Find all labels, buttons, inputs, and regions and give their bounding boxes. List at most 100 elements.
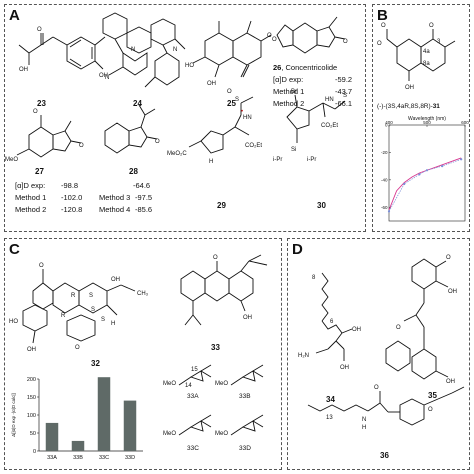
c31-8a-label: 8a [423,61,430,67]
ord-chart-frame [388,124,466,222]
compound-26-structure [276,16,346,54]
c26-rotation: [α]D exp: -59.2 [273,75,352,84]
c34-sub-6: 6 [330,319,334,325]
ord-y-tick-label: -60 [381,205,388,210]
c33-oh-label: OH [243,315,252,321]
c29-o-label: O [227,89,232,95]
c35-o-label: O [446,255,451,261]
ord-series-line [388,157,462,211]
c23-oh-label: OH [19,67,28,73]
c33d-meo-label: MeO [215,431,228,437]
c32-ch3-label: CH₃ [137,291,149,297]
c30-ipr-label: i-Pr [273,157,282,163]
c33b-meo-label: MeO [215,381,228,387]
c26-o2-label: O [343,39,348,45]
panel-b: B O O O OH 4a 3 8a (-)-(3S,4aR,8S,8R)-31… [372,4,470,232]
panel-a-letter: A [9,7,20,24]
ord-data-point [387,210,391,213]
compound-34-label: 34 [326,395,335,404]
c26-method-1: Method 1 -43.7 [273,87,353,96]
c27-o-label: O [33,109,38,115]
c30-s-label: S [343,93,347,99]
ord-data-point [403,182,406,186]
c26-method-2: Method 2 -66.1 [273,99,353,108]
compound-33a-structure [178,364,212,386]
c36-sub-13: 13 [326,415,333,421]
ord-data-point [441,165,444,168]
c33c-meo-label: MeO [163,431,176,437]
compound-31-caption: (-)-(3S,4aR,8S,8R)-31 [377,103,440,110]
bar-category-label: 33B [73,455,83,461]
compound-33c-label: 33C [187,445,199,452]
c27-rotation: [α]D exp: -98.8 [15,181,79,190]
compound-26-name: , Concentricolide [281,63,338,72]
c29-s-label: S [235,97,239,103]
ord-series-line [388,158,462,212]
compound-23-label: 23 [37,99,46,108]
c26-o-label: O [272,37,277,43]
panel-b-letter: B [377,7,388,24]
c27-o2-label: O [79,143,84,149]
compound-31-structure: O O O OH 4a 3 8a [377,23,456,91]
c32-o-label: O [39,263,44,269]
c34-oh-label: OH [340,365,349,371]
c32-ho-label: HO [9,319,18,325]
c30-co2et-label: CO₂Et [321,123,338,129]
bar-33a [45,422,59,451]
compound-24-structure [102,12,186,88]
compound-33c-structure [178,414,212,436]
c36-n-label: N [362,417,366,423]
c34-sub-8: 8 [312,275,316,281]
c24-n-label: N [105,75,109,81]
compound-23-structure [18,33,106,70]
c32-oh-label: OH [111,277,120,283]
c32-s3-label: S [101,317,105,323]
c23-o-label: O [37,27,42,33]
c31-oh-label: OH [405,85,414,91]
c31-o-label: O [377,41,382,47]
method-2-row: Method 2 -120.8 [15,205,83,214]
compound-30-label: 30 [317,201,326,210]
c34-oh2-label: OH [352,327,361,333]
bar-y-axis-label: Δ[|α|D exp -|α|D calc|] [11,393,16,437]
ord-x-tick-label: 400 [385,120,393,125]
panel-d-letter: D [292,241,303,258]
c35-o2-label: O [396,325,401,331]
c32-r-label: R [71,293,76,299]
bar-33c [97,377,111,451]
c30-hn-label: HN [325,97,334,103]
compound-33b-label: 33B [239,393,251,400]
bar-category-label: 33A [47,455,57,461]
ord-chart: Wavelength (nm) 400 500 600 0 -20 -40 -60 [381,116,469,222]
c29-hn-label: HN [243,115,252,121]
compound-34-structure [315,272,353,361]
compound-25-structure [192,20,272,78]
ord-y-tick-label: -20 [381,150,388,155]
c26-rotation-value: -59.2 [335,75,353,84]
panel-c: C O R S S R S OH CH₃ H HO OH O [4,238,282,470]
ord-x-tick-label: 500 [423,120,431,125]
bar-y-tick-label: 0 [33,449,36,455]
ord-data-point [425,169,429,172]
panel-a-structures: O OH OH N N N [5,12,348,165]
compound-29-label: 29 [217,201,226,210]
c35-oh-label: OH [448,289,457,295]
c28-o-label: O [155,139,160,145]
c25-o-label: O [267,33,272,39]
c36-o-label: O [374,385,379,391]
c31-4a-label: 4a [423,49,430,55]
bar-category-label: 33D [125,455,135,461]
ord-x-tick-label: 600 [461,120,469,125]
compound-33-label: 33 [211,343,220,352]
compound-36-label: 36 [380,451,389,460]
compound-24-label: 24 [133,99,142,108]
c30-ipr2-label: i-Pr [307,157,316,163]
c28-rotation: -64.6 [133,181,151,190]
c24-n2-label: N [173,47,177,53]
ord-chart-title: Wavelength (nm) [408,116,446,122]
c33a-15-label: 15 [191,367,198,373]
c36-h-label: H [362,425,366,431]
compound-36-structure [307,386,465,426]
panel-a: A O OH OH [4,4,366,232]
compound-33d-structure [230,414,264,436]
